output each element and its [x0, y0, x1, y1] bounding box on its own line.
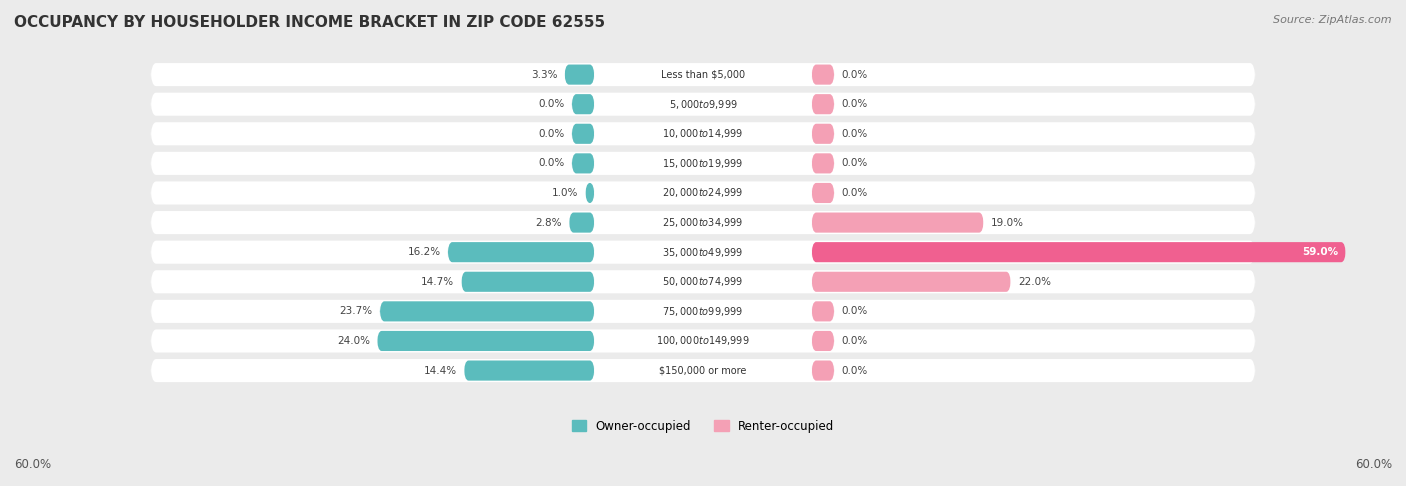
FancyBboxPatch shape — [150, 181, 1256, 205]
FancyBboxPatch shape — [150, 152, 1256, 175]
Text: 0.0%: 0.0% — [842, 188, 868, 198]
Text: OCCUPANCY BY HOUSEHOLDER INCOME BRACKET IN ZIP CODE 62555: OCCUPANCY BY HOUSEHOLDER INCOME BRACKET … — [14, 15, 605, 30]
FancyBboxPatch shape — [811, 272, 1011, 292]
Text: 0.0%: 0.0% — [842, 365, 868, 376]
Text: 0.0%: 0.0% — [842, 306, 868, 316]
FancyBboxPatch shape — [811, 331, 834, 351]
Text: $20,000 to $24,999: $20,000 to $24,999 — [662, 187, 744, 199]
Text: 14.4%: 14.4% — [423, 365, 457, 376]
Text: $150,000 or more: $150,000 or more — [659, 365, 747, 376]
Text: $50,000 to $74,999: $50,000 to $74,999 — [662, 275, 744, 288]
Text: $25,000 to $34,999: $25,000 to $34,999 — [662, 216, 744, 229]
FancyBboxPatch shape — [380, 301, 595, 321]
Text: 0.0%: 0.0% — [538, 129, 564, 139]
FancyBboxPatch shape — [811, 183, 834, 203]
Text: 0.0%: 0.0% — [842, 336, 868, 346]
FancyBboxPatch shape — [811, 94, 834, 114]
FancyBboxPatch shape — [150, 330, 1256, 352]
FancyBboxPatch shape — [447, 242, 595, 262]
Text: $100,000 to $149,999: $100,000 to $149,999 — [657, 334, 749, 347]
FancyBboxPatch shape — [150, 93, 1256, 116]
FancyBboxPatch shape — [564, 65, 595, 85]
Text: 60.0%: 60.0% — [1355, 458, 1392, 471]
FancyBboxPatch shape — [811, 361, 834, 381]
Text: 0.0%: 0.0% — [842, 129, 868, 139]
Text: 22.0%: 22.0% — [1018, 277, 1052, 287]
FancyBboxPatch shape — [461, 272, 595, 292]
Text: 16.2%: 16.2% — [408, 247, 440, 257]
Legend: Owner-occupied, Renter-occupied: Owner-occupied, Renter-occupied — [572, 419, 834, 433]
FancyBboxPatch shape — [572, 153, 595, 174]
Text: 60.0%: 60.0% — [14, 458, 51, 471]
Text: 59.0%: 59.0% — [1302, 247, 1339, 257]
FancyBboxPatch shape — [150, 300, 1256, 323]
Text: 24.0%: 24.0% — [337, 336, 370, 346]
Text: 23.7%: 23.7% — [339, 306, 373, 316]
FancyBboxPatch shape — [811, 153, 834, 174]
FancyBboxPatch shape — [811, 301, 834, 321]
FancyBboxPatch shape — [811, 124, 834, 144]
FancyBboxPatch shape — [150, 211, 1256, 234]
FancyBboxPatch shape — [572, 94, 595, 114]
Text: 2.8%: 2.8% — [536, 218, 562, 227]
Text: $35,000 to $49,999: $35,000 to $49,999 — [662, 246, 744, 259]
FancyBboxPatch shape — [150, 122, 1256, 145]
Text: 1.0%: 1.0% — [551, 188, 578, 198]
Text: 0.0%: 0.0% — [538, 99, 564, 109]
Text: Less than $5,000: Less than $5,000 — [661, 69, 745, 80]
Text: Source: ZipAtlas.com: Source: ZipAtlas.com — [1274, 15, 1392, 25]
Text: $15,000 to $19,999: $15,000 to $19,999 — [662, 157, 744, 170]
Text: 19.0%: 19.0% — [991, 218, 1024, 227]
Text: 0.0%: 0.0% — [842, 99, 868, 109]
FancyBboxPatch shape — [585, 183, 595, 203]
Text: $10,000 to $14,999: $10,000 to $14,999 — [662, 127, 744, 140]
FancyBboxPatch shape — [150, 270, 1256, 294]
Text: $5,000 to $9,999: $5,000 to $9,999 — [669, 98, 737, 111]
Text: 3.3%: 3.3% — [530, 69, 557, 80]
FancyBboxPatch shape — [150, 241, 1256, 264]
Text: 14.7%: 14.7% — [420, 277, 454, 287]
FancyBboxPatch shape — [572, 124, 595, 144]
FancyBboxPatch shape — [811, 242, 1346, 262]
FancyBboxPatch shape — [811, 65, 834, 85]
Text: 0.0%: 0.0% — [842, 69, 868, 80]
Text: $75,000 to $99,999: $75,000 to $99,999 — [662, 305, 744, 318]
Text: 0.0%: 0.0% — [538, 158, 564, 168]
FancyBboxPatch shape — [569, 212, 595, 233]
FancyBboxPatch shape — [377, 331, 595, 351]
FancyBboxPatch shape — [811, 212, 984, 233]
FancyBboxPatch shape — [464, 361, 595, 381]
FancyBboxPatch shape — [150, 63, 1256, 86]
Text: 0.0%: 0.0% — [842, 158, 868, 168]
FancyBboxPatch shape — [150, 359, 1256, 382]
